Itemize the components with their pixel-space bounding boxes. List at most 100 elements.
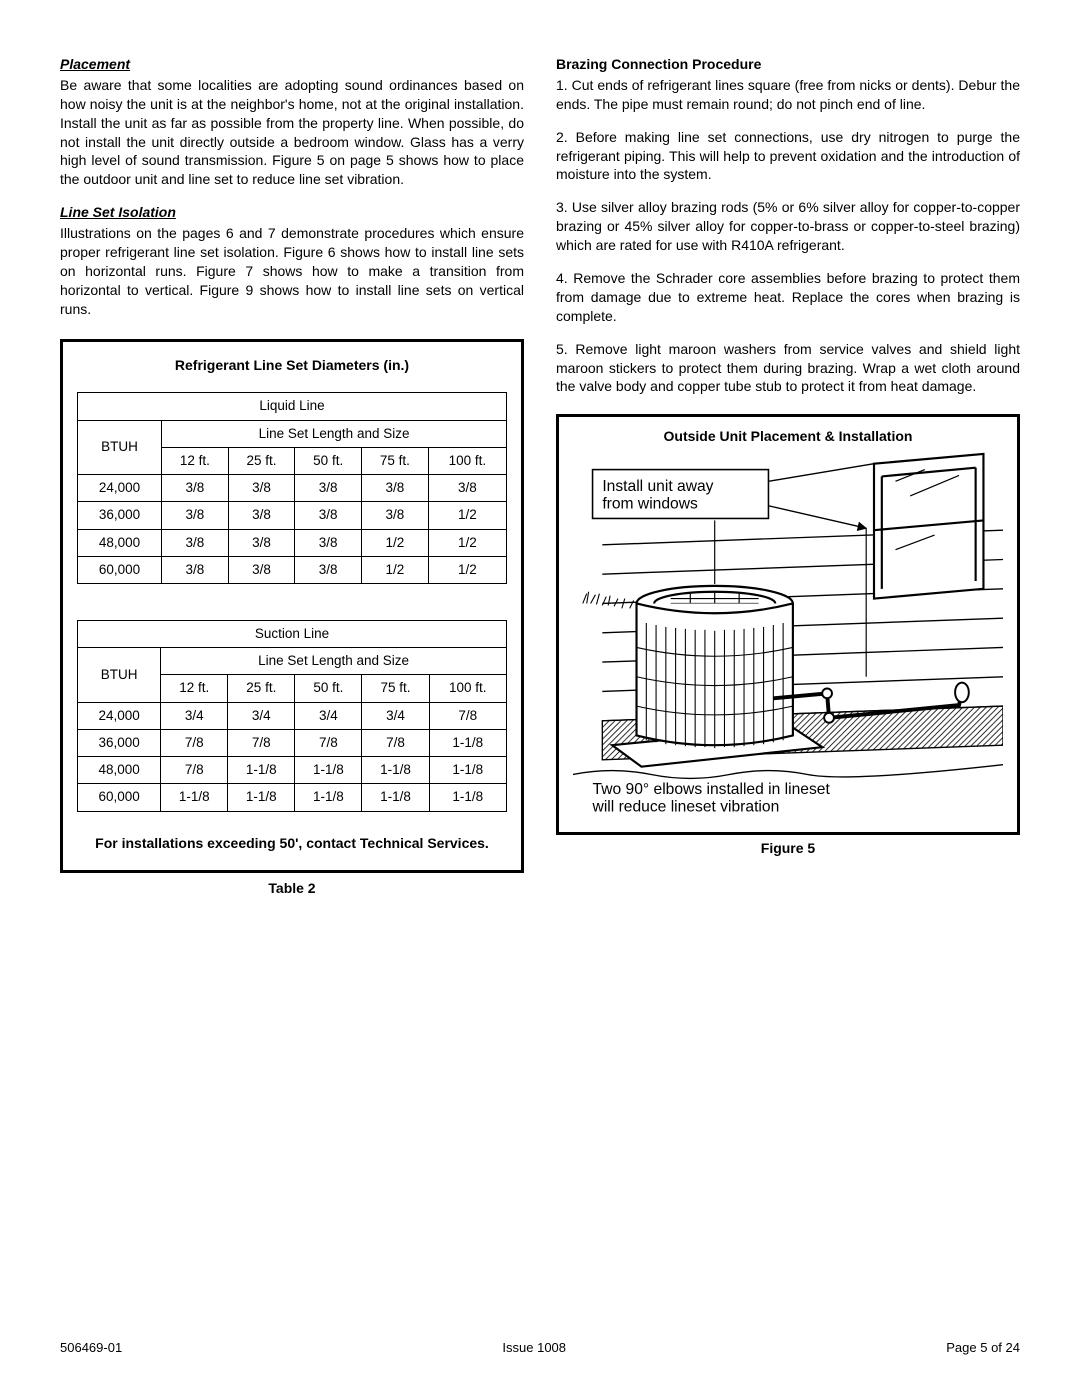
cell: 1-1/8: [429, 784, 506, 811]
figure5-box: Outside Unit Placement & Installation: [556, 414, 1020, 834]
cell: 36,000: [78, 729, 161, 756]
cell: 3/8: [362, 475, 429, 502]
figure5-label2-line1: Two 90° elbows installed in lineset: [593, 781, 831, 798]
cell: 60,000: [78, 556, 162, 583]
placement-body: Be aware that some localities are adopti…: [60, 76, 524, 189]
figure5-label1-line2: from windows: [602, 496, 698, 513]
cell: 3/4: [161, 702, 228, 729]
figure5-title: Outside Unit Placement & Installation: [573, 427, 1003, 446]
cell: 36,000: [78, 502, 162, 529]
placement-heading: Placement: [60, 55, 524, 74]
cell: 3/8: [228, 502, 295, 529]
cell: 3/8: [162, 556, 229, 583]
cell: 1-1/8: [228, 757, 295, 784]
cell: 24,000: [78, 475, 162, 502]
brazing-step: 5. Remove light maroon washers from serv…: [556, 340, 1020, 397]
cell: 3/8: [228, 475, 295, 502]
cell: 1/2: [362, 529, 429, 556]
lineset-table-box: Refrigerant Line Set Diameters (in.) Liq…: [60, 339, 524, 873]
brazing-step: 2. Before making line set connections, u…: [556, 128, 1020, 185]
liquid-caption: Liquid Line: [78, 393, 507, 420]
figure5-caption: Figure 5: [556, 839, 1020, 858]
left-column: Placement Be aware that some localities …: [60, 55, 524, 898]
figure5-illustration: Install unit away from windows Two 90° e…: [573, 452, 1003, 823]
liquid-line-table: Liquid Line BTUH Line Set Length and Siz…: [77, 392, 507, 584]
liquid-col: 75 ft.: [362, 447, 429, 474]
brazing-step: 4. Remove the Schrader core assemblies b…: [556, 269, 1020, 326]
suction-col: 25 ft.: [228, 675, 295, 702]
cell: 1-1/8: [161, 784, 228, 811]
cell: 1-1/8: [429, 729, 506, 756]
cell: 3/8: [295, 556, 362, 583]
suction-btuh-label: BTUH: [78, 648, 161, 702]
cell: 1-1/8: [228, 784, 295, 811]
footer-issue: Issue 1008: [502, 1339, 566, 1357]
cell: 1-1/8: [295, 784, 362, 811]
cell: 7/8: [161, 757, 228, 784]
cell: 1/2: [428, 556, 506, 583]
cell: 7/8: [228, 729, 295, 756]
footer-doc-number: 506469-01: [60, 1339, 122, 1357]
suction-col: 50 ft.: [295, 675, 362, 702]
table-caption: Table 2: [60, 879, 524, 898]
cell: 1/2: [428, 529, 506, 556]
liquid-col: 12 ft.: [162, 447, 229, 474]
suction-col: 12 ft.: [161, 675, 228, 702]
liquid-btuh-label: BTUH: [78, 420, 162, 474]
suction-col: 75 ft.: [362, 675, 429, 702]
cell: 1-1/8: [429, 757, 506, 784]
footer-page: Page 5 of 24: [946, 1339, 1020, 1357]
cell: 3/8: [295, 502, 362, 529]
table-row: 60,000 3/8 3/8 3/8 1/2 1/2: [78, 556, 507, 583]
cell: 7/8: [295, 729, 362, 756]
cell: 3/8: [295, 475, 362, 502]
cell: 3/8: [428, 475, 506, 502]
cell: 1/2: [362, 556, 429, 583]
table-row: 24,000 3/4 3/4 3/4 3/4 7/8: [78, 702, 507, 729]
lineset-box-title: Refrigerant Line Set Diameters (in.): [77, 356, 507, 375]
right-column: Brazing Connection Procedure 1. Cut ends…: [556, 55, 1020, 898]
figure5-label2-line2: will reduce lineset vibration: [592, 799, 780, 816]
cell: 3/4: [362, 702, 429, 729]
brazing-heading: Brazing Connection Procedure: [556, 55, 1020, 74]
cell: 1-1/8: [295, 757, 362, 784]
lineset-note: For installations exceeding 50', contact…: [77, 834, 507, 852]
cell: 3/8: [228, 529, 295, 556]
liquid-col: 25 ft.: [228, 447, 295, 474]
liquid-col: 100 ft.: [428, 447, 506, 474]
suction-line-table: Suction Line BTUH Line Set Length and Si…: [77, 620, 507, 812]
suction-subcaption: Line Set Length and Size: [161, 648, 507, 675]
cell: 3/8: [162, 475, 229, 502]
liquid-subcaption: Line Set Length and Size: [162, 420, 507, 447]
cell: 1-1/8: [362, 757, 429, 784]
cell: 1/2: [428, 502, 506, 529]
cell: 3/4: [295, 702, 362, 729]
cell: 24,000: [78, 702, 161, 729]
table-row: 48,000 7/8 1-1/8 1-1/8 1-1/8 1-1/8: [78, 757, 507, 784]
cell: 60,000: [78, 784, 161, 811]
cell: 48,000: [78, 529, 162, 556]
cell: 3/8: [295, 529, 362, 556]
cell: 3/4: [228, 702, 295, 729]
cell: 7/8: [362, 729, 429, 756]
cell: 7/8: [161, 729, 228, 756]
isolation-heading: Line Set Isolation: [60, 203, 524, 222]
table-row: 60,000 1-1/8 1-1/8 1-1/8 1-1/8 1-1/8: [78, 784, 507, 811]
isolation-body: Illustrations on the pages 6 and 7 demon…: [60, 224, 524, 318]
table-row: 48,000 3/8 3/8 3/8 1/2 1/2: [78, 529, 507, 556]
page-footer: 506469-01 Issue 1008 Page 5 of 24: [60, 1339, 1020, 1357]
figure5-label1-line1: Install unit away: [602, 478, 713, 495]
brazing-step: 3. Use silver alloy brazing rods (5% or …: [556, 198, 1020, 255]
suction-col: 100 ft.: [429, 675, 506, 702]
table-row: 24,000 3/8 3/8 3/8 3/8 3/8: [78, 475, 507, 502]
cell: 7/8: [429, 702, 506, 729]
cell: 3/8: [228, 556, 295, 583]
cell: 3/8: [162, 529, 229, 556]
table-row: 36,000 7/8 7/8 7/8 7/8 1-1/8: [78, 729, 507, 756]
liquid-col: 50 ft.: [295, 447, 362, 474]
cell: 3/8: [362, 502, 429, 529]
cell: 48,000: [78, 757, 161, 784]
cell: 3/8: [162, 502, 229, 529]
cell: 1-1/8: [362, 784, 429, 811]
suction-caption: Suction Line: [78, 621, 507, 648]
